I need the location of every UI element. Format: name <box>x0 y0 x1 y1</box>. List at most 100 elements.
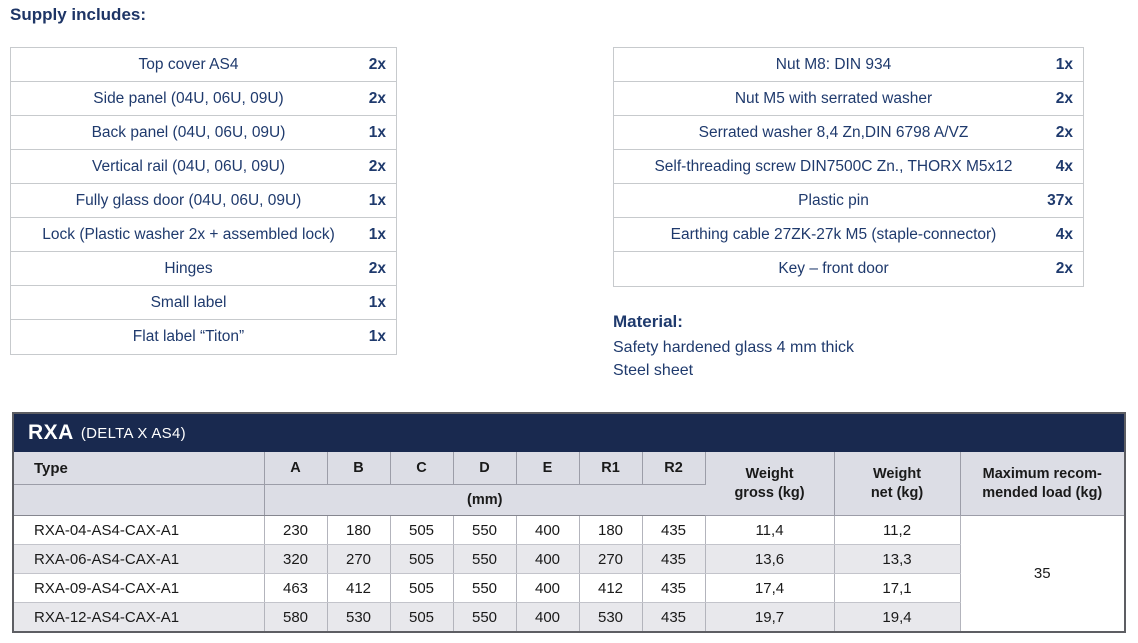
cell-weight-net: 13,3 <box>834 544 961 574</box>
list-item: Nut M8: DIN 934 1x <box>614 48 1083 82</box>
cell-a: 463 <box>264 573 328 603</box>
column-header-d: D <box>453 452 517 485</box>
cell-type: RXA-09-AS4-CAX-A1 <box>14 573 265 603</box>
cell-r2: 435 <box>642 602 706 631</box>
spec-table: Type A B C D E R1 R2 Weight gross (kg) W… <box>14 452 1124 631</box>
item-quantity: 1x <box>368 123 386 141</box>
cell-type: RXA-04-AS4-CAX-A1 <box>14 515 265 545</box>
spec-header-row: Type A B C D E R1 R2 Weight gross (kg) W… <box>14 452 1124 516</box>
cell-weight-gross: 19,7 <box>705 602 835 631</box>
list-item: Back panel (04U, 06U, 09U) 1x <box>11 116 396 150</box>
cell-r2: 435 <box>642 515 706 545</box>
item-label: Small label <box>150 293 227 311</box>
item-quantity: 2x <box>1055 89 1073 107</box>
cell-e: 400 <box>516 573 580 603</box>
cell-type: RXA-06-AS4-CAX-A1 <box>14 544 265 574</box>
cell-max-load: 35 <box>960 515 1124 631</box>
list-item: Nut M5 with serrated washer 2x <box>614 82 1083 116</box>
item-label: Key – front door <box>778 260 889 277</box>
item-label: Nut M8: DIN 934 <box>775 55 892 73</box>
column-header-a: A <box>264 452 328 485</box>
cell-e: 400 <box>516 602 580 631</box>
cell-a: 320 <box>264 544 328 574</box>
item-quantity: 1x <box>1055 55 1073 73</box>
item-label: Earthing cable 27ZK-27k M5 (staple-conne… <box>670 225 997 243</box>
item-label: Serrated washer 8,4 Zn,DIN 6798 A/VZ <box>698 123 969 141</box>
list-item: Serrated washer 8,4 Zn,DIN 6798 A/VZ 2x <box>614 116 1083 150</box>
list-item: Hinges 2x <box>11 252 396 286</box>
column-header-b: B <box>327 452 391 485</box>
cell-e: 400 <box>516 544 580 574</box>
item-quantity: 4x <box>1055 157 1073 175</box>
item-quantity: 1x <box>368 328 386 345</box>
column-header-r2: R2 <box>642 452 706 485</box>
cell-r2: 435 <box>642 573 706 603</box>
cell-weight-gross: 17,4 <box>705 573 835 603</box>
cell-d: 550 <box>453 602 517 631</box>
item-label: Fully glass door (04U, 06U, 09U) <box>75 191 302 209</box>
cell-b: 530 <box>327 602 391 631</box>
table-row: RXA-12-AS4-CAX-A1 580 530 505 550 400 53… <box>14 602 1124 631</box>
item-label: Vertical rail (04U, 06U, 09U) <box>92 157 285 175</box>
spec-table-title: RXA <box>28 421 74 444</box>
item-label: Back panel (04U, 06U, 09U) <box>91 123 286 141</box>
cell-e: 400 <box>516 515 580 545</box>
item-quantity: 2x <box>1055 123 1073 141</box>
supply-list-right: Nut M8: DIN 934 1x Nut M5 with serrated w… <box>613 47 1084 287</box>
item-quantity: 37x <box>1047 191 1073 209</box>
cell-d: 550 <box>453 544 517 574</box>
supply-includes-heading: Supply includes: <box>10 5 147 24</box>
item-quantity: 4x <box>1055 225 1073 243</box>
cell-c: 505 <box>390 544 454 574</box>
list-item: Fully glass door (04U, 06U, 09U) 1x <box>11 184 396 218</box>
list-item: Small label 1x <box>11 286 396 320</box>
column-header-e: E <box>516 452 580 485</box>
unit-label-mm: (mm) <box>264 484 705 516</box>
column-header-weight-gross: Weight gross (kg) <box>705 452 835 516</box>
list-item: Earthing cable 27ZK-27k M5 (staple-conne… <box>614 218 1083 252</box>
cell-b: 270 <box>327 544 391 574</box>
column-header-weight-net: Weight net (kg) <box>834 452 961 516</box>
item-quantity: 1x <box>368 293 386 311</box>
table-row: RXA-06-AS4-CAX-A1 320 270 505 550 400 27… <box>14 544 1124 574</box>
material-section: Material: Safety hardened glass 4 mm thi… <box>613 312 854 382</box>
material-heading: Material: <box>613 312 683 331</box>
material-line: Steel sheet <box>613 362 694 379</box>
item-label: Lock (Plastic washer 2x + assembled lock… <box>42 225 335 243</box>
cell-weight-net: 17,1 <box>834 573 961 603</box>
cell-c: 505 <box>390 515 454 545</box>
list-item: Flat label “Titon” 1x <box>11 320 396 354</box>
cell-c: 505 <box>390 602 454 631</box>
item-quantity: 2x <box>368 157 386 175</box>
cell-c: 505 <box>390 573 454 603</box>
item-label: Hinges <box>164 259 213 277</box>
cell-b: 412 <box>327 573 391 603</box>
spec-unit-row: (mm) <box>14 484 1124 516</box>
unit-row-empty-cell <box>14 484 265 516</box>
cell-weight-net: 19,4 <box>834 602 961 631</box>
material-line: Safety hardened glass 4 mm thick <box>613 339 855 356</box>
list-item: Side panel (04U, 06U, 09U) 2x <box>11 82 396 116</box>
item-quantity: 2x <box>368 259 386 277</box>
item-label: Nut M5 with serrated washer <box>734 89 933 107</box>
item-label: Plastic pin <box>798 191 869 209</box>
list-item: Top cover AS4 2x <box>11 48 396 82</box>
cell-weight-gross: 11,4 <box>705 515 835 545</box>
spec-table-subtitle: (DELTA X AS4) <box>80 424 186 442</box>
list-item: Plastic pin 37x <box>614 184 1083 218</box>
cell-b: 180 <box>327 515 391 545</box>
list-item: Self-threading screw DIN7500C Zn., THORX… <box>614 150 1083 184</box>
list-item: Key – front door 2x <box>614 252 1083 286</box>
cell-a: 580 <box>264 602 328 631</box>
item-quantity: 1x <box>368 225 386 243</box>
column-header-r1: R1 <box>579 452 643 485</box>
item-label: Self-threading screw DIN7500C Zn., THORX… <box>654 157 1013 175</box>
item-label: Side panel (04U, 06U, 09U) <box>93 89 284 107</box>
supply-list-left: Top cover AS4 2x Side panel (04U, 06U, 09… <box>10 47 397 355</box>
column-header-type: Type <box>14 452 265 485</box>
table-row: RXA-04-AS4-CAX-A1 230 180 505 550 400 18… <box>14 515 1124 631</box>
item-label: Flat label “Titon” <box>132 328 245 345</box>
cell-r2: 435 <box>642 544 706 574</box>
column-header-c: C <box>390 452 454 485</box>
